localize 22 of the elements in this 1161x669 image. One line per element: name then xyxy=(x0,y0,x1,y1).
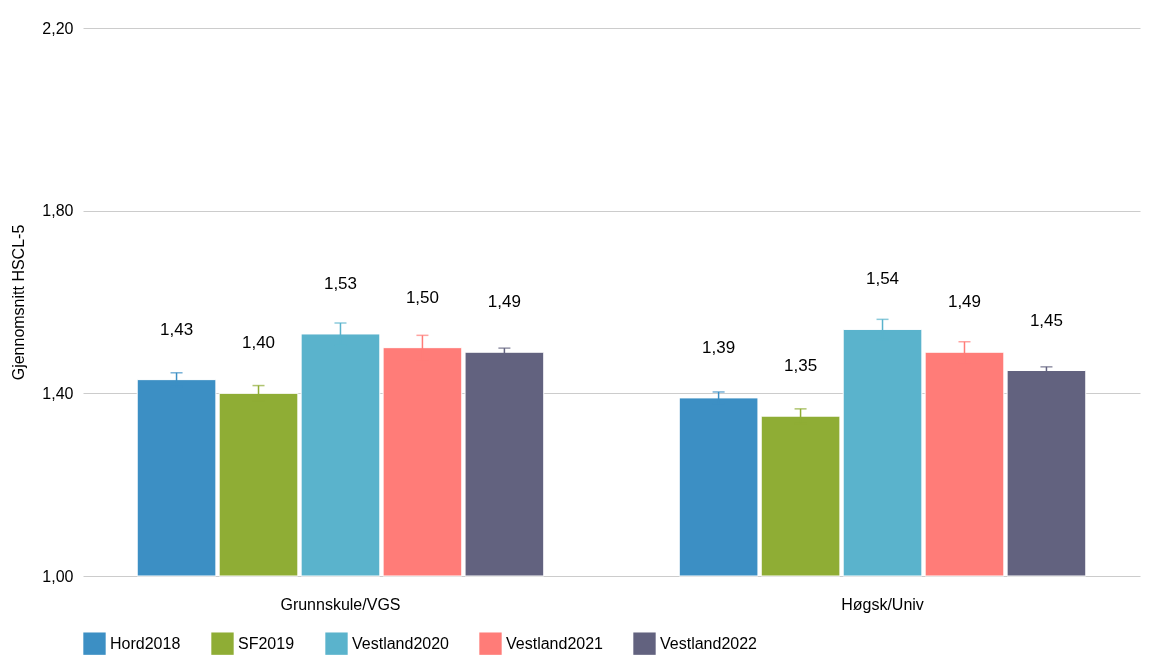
y-tick-label: 1,40 xyxy=(42,384,74,402)
data-label: 1,40 xyxy=(241,333,276,353)
data-label: 1,49 xyxy=(947,292,982,312)
legend-label: Vestland2020 xyxy=(352,634,450,652)
data-label: 1,54 xyxy=(865,269,900,289)
data-label: 1,45 xyxy=(1029,310,1063,330)
y-tick-label: 1,00 xyxy=(42,567,74,585)
x-tick-label: Høgsk/Univ xyxy=(841,595,924,613)
y-tick-label: 2,20 xyxy=(42,19,74,37)
legend-label: SF2019 xyxy=(238,634,295,652)
legend-label: Vestland2021 xyxy=(506,634,604,652)
legend-label: Hord2018 xyxy=(110,634,181,652)
data-label: 1,35 xyxy=(784,356,818,376)
data-label: 1,53 xyxy=(323,273,358,293)
data-label: 1,39 xyxy=(702,337,736,357)
data-label: 1,43 xyxy=(160,319,194,339)
y-tick-label: 1,80 xyxy=(42,202,74,220)
legend-label: Vestland2022 xyxy=(660,634,758,652)
data-label: 1,49 xyxy=(487,292,521,312)
x-tick-label: Grunnskule/VGS xyxy=(280,595,401,613)
y-axis-title: Gjennomsnitt HSCL-5 xyxy=(10,224,28,381)
data-label: 1,50 xyxy=(405,287,439,307)
